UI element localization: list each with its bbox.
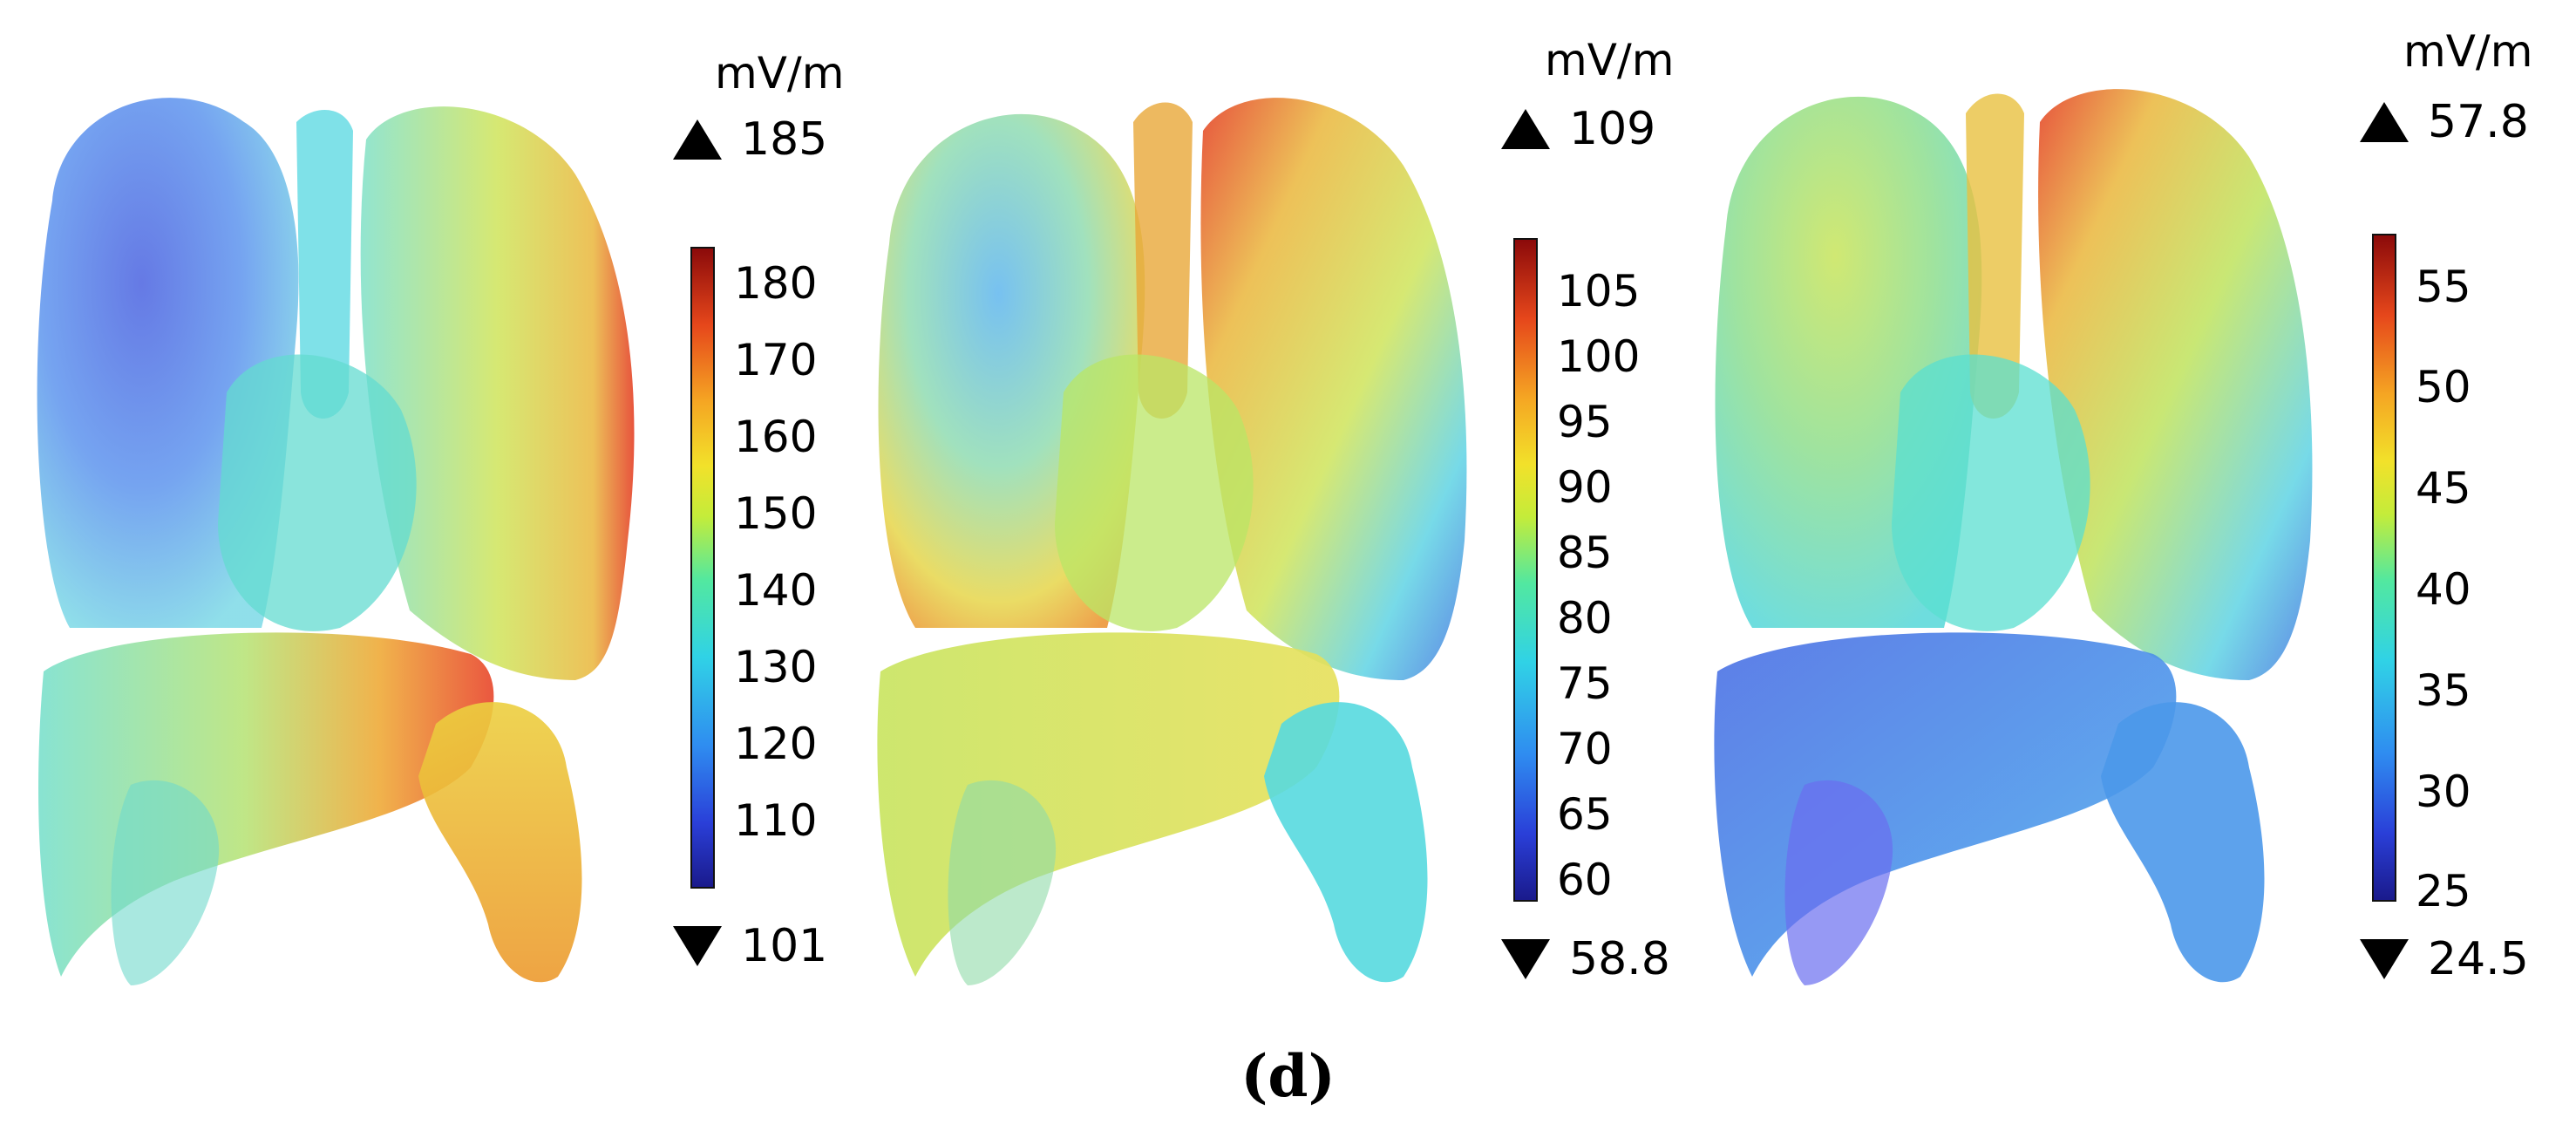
tick-label: 70 bbox=[1557, 724, 1613, 774]
unit-label: mV/m bbox=[715, 48, 845, 99]
stomach-shape bbox=[418, 702, 582, 983]
tick-label: 90 bbox=[1557, 462, 1613, 513]
legend-3: mV/m 57.8 55 50 45 40 35 30 25 24.5 bbox=[2349, 0, 2572, 1020]
max-triangle-icon bbox=[673, 119, 722, 160]
kidney-shape bbox=[111, 780, 220, 985]
liver-shape bbox=[38, 632, 494, 977]
tick-label: 170 bbox=[734, 335, 818, 385]
liver-shape bbox=[1714, 632, 2177, 977]
tick-label: 110 bbox=[734, 795, 818, 846]
heart-shape bbox=[218, 354, 417, 631]
stomach-shape bbox=[2101, 702, 2265, 983]
panel-3: mV/m 57.8 55 50 45 40 35 30 25 24.5 bbox=[1709, 0, 2576, 1020]
tick-label: 85 bbox=[1557, 528, 1613, 578]
min-value: 101 bbox=[741, 920, 828, 972]
max-triangle-icon bbox=[1501, 109, 1550, 149]
tick-label: 130 bbox=[734, 642, 818, 692]
tick-label: 45 bbox=[2416, 463, 2471, 514]
tick-label: 75 bbox=[1557, 658, 1613, 709]
max-value-row: 109 bbox=[1501, 103, 1655, 155]
kidney-shape bbox=[948, 780, 1057, 985]
max-value-row: 57.8 bbox=[2360, 96, 2529, 148]
colorbar bbox=[2372, 234, 2396, 902]
tick-label: 120 bbox=[734, 719, 818, 769]
panel-1: mV/m 185 180 170 160 150 140 130 120 110… bbox=[0, 0, 854, 1020]
tick-label: 30 bbox=[2416, 767, 2471, 817]
max-value: 57.8 bbox=[2428, 96, 2529, 148]
tick-label: 55 bbox=[2416, 262, 2471, 312]
trachea-shape bbox=[296, 110, 353, 419]
min-triangle-icon bbox=[2360, 939, 2409, 979]
tick-label: 65 bbox=[1557, 789, 1613, 840]
liver-shape bbox=[877, 632, 1340, 977]
max-triangle-icon bbox=[2360, 102, 2409, 142]
right-lung-shape bbox=[2038, 89, 2313, 681]
tick-label: 35 bbox=[2416, 665, 2471, 716]
tick-label: 50 bbox=[2416, 362, 2471, 412]
trachea-shape bbox=[1966, 93, 2024, 419]
heart-shape bbox=[1892, 354, 2090, 631]
colorbar bbox=[1513, 238, 1538, 902]
trachea-shape bbox=[1133, 102, 1193, 419]
tick-label: 180 bbox=[734, 258, 818, 309]
colorbar bbox=[690, 247, 715, 889]
stomach-shape bbox=[1264, 702, 1428, 983]
min-triangle-icon bbox=[673, 926, 722, 966]
tick-label: 105 bbox=[1557, 266, 1641, 317]
panel-2: mV/m 109 105 100 95 90 85 80 75 70 65 60… bbox=[863, 0, 1700, 1020]
min-value-row: 58.8 bbox=[1501, 933, 1670, 985]
tick-label: 95 bbox=[1557, 397, 1613, 447]
tick-label: 160 bbox=[734, 412, 818, 462]
right-lung-shape bbox=[1200, 98, 1467, 681]
tick-label: 80 bbox=[1557, 593, 1613, 644]
min-value: 24.5 bbox=[2428, 933, 2529, 985]
tick-label: 100 bbox=[1557, 331, 1641, 382]
min-value: 58.8 bbox=[1569, 933, 1670, 985]
legend-2: mV/m 109 105 100 95 90 85 80 75 70 65 60… bbox=[1499, 0, 1700, 1020]
min-value-row: 101 bbox=[673, 920, 827, 972]
figure-caption: (d) bbox=[1240, 1042, 1336, 1110]
tick-label: 140 bbox=[734, 565, 818, 616]
tick-label: 40 bbox=[2416, 564, 2471, 615]
organ-render-3 bbox=[1714, 89, 2313, 985]
organ-render-2 bbox=[877, 98, 1467, 985]
legend-1: mV/m 185 180 170 160 150 140 130 120 110… bbox=[663, 0, 854, 1020]
right-lung-shape bbox=[360, 106, 635, 681]
heart-shape bbox=[1055, 354, 1254, 631]
tick-label: 150 bbox=[734, 488, 818, 539]
min-triangle-icon bbox=[1501, 939, 1550, 979]
tick-label: 60 bbox=[1557, 855, 1613, 905]
unit-label: mV/m bbox=[2403, 26, 2533, 77]
unit-label: mV/m bbox=[1545, 35, 1675, 85]
tick-label: 25 bbox=[2416, 866, 2471, 917]
organ-render-1 bbox=[37, 98, 635, 985]
max-value-row: 185 bbox=[673, 113, 827, 166]
min-value-row: 24.5 bbox=[2360, 933, 2529, 985]
max-value: 109 bbox=[1569, 103, 1656, 155]
max-value: 185 bbox=[741, 113, 828, 166]
kidney-shape bbox=[1784, 780, 1893, 985]
